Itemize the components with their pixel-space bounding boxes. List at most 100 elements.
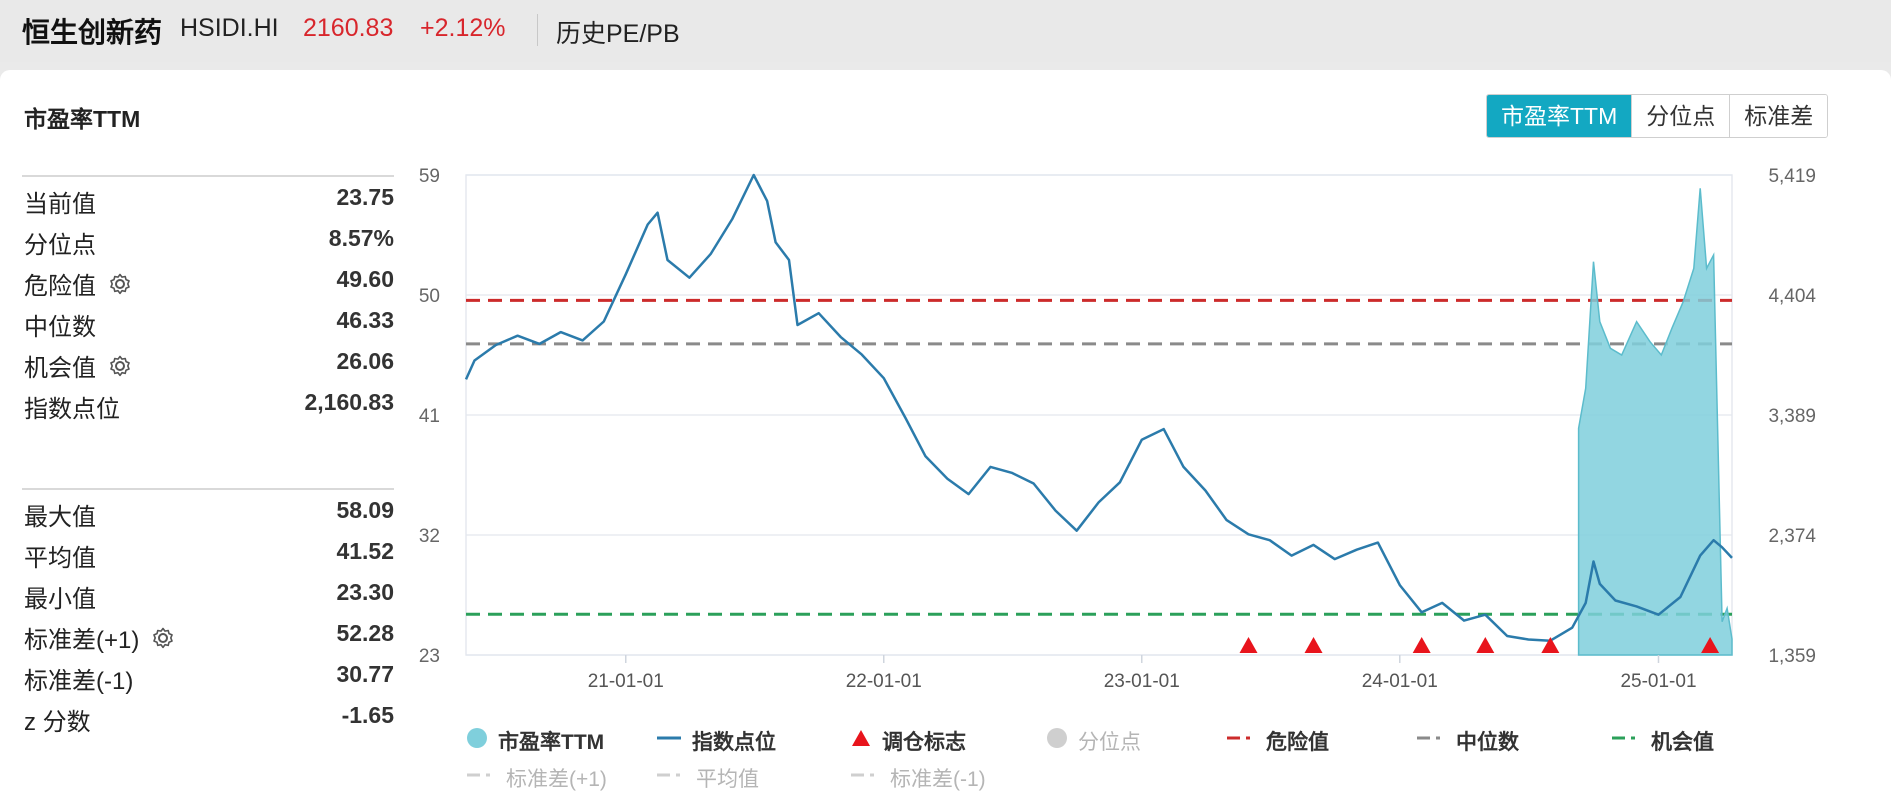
legend-label: 标准差(+1) [506,768,607,791]
stat-label-text: 当前值 [24,191,96,218]
stat-label: 危险值 [24,266,132,303]
stat-label: 中位数 [24,307,96,342]
gear-icon[interactable] [108,354,132,385]
index-change: +2.12% [420,14,506,42]
stat-label: 最大值 [24,497,96,532]
y-right-tick-label: 2,374 [1768,526,1816,547]
legend-item[interactable]: 机会值 [1611,726,1714,756]
stat-row: 最小值 23.30 [22,572,394,613]
x-tick-label: 21-01-01 [588,671,664,692]
stat-label: 机会值 [24,348,132,385]
index-level-line [464,173,1733,642]
y-right-tick-label: 3,389 [1768,406,1816,427]
legend-item[interactable]: 标准差(+1) [466,763,607,793]
stat-label: 标准差(-1) [24,661,133,696]
header-divider [537,14,538,46]
stat-value: 26.06 [336,348,394,374]
stat-label-text: 平均值 [24,545,96,572]
y-left-tick-label: 59 [419,166,440,187]
legend-label: 指数点位 [692,731,776,754]
legend-marker [850,764,880,792]
stat-row: 机会值 26.06 [22,341,394,382]
legend-label: 危险值 [1266,731,1329,754]
legend-label: 标准差(-1) [890,768,986,791]
rebalance-marker [1304,637,1323,653]
stat-label: 平均值 [24,538,96,573]
stat-row: 最大值 58.09 [22,490,394,531]
x-tick-label: 23-01-01 [1104,671,1180,692]
legend-marker [850,727,872,755]
header-bar: 恒生创新药 HSIDI.HI 2160.83 +2.12% 历史PE/PB [0,0,1891,62]
stat-label-text: 最大值 [24,504,96,531]
stat-value: -1.65 [341,702,394,728]
legend-item[interactable]: 平均值 [656,763,759,793]
stat-row: 标准差(-1) 30.77 [22,654,394,695]
y-left-tick-label: 32 [419,526,440,547]
stat-value: 41.52 [336,538,394,564]
stat-row: z 分数 -1.65 [22,695,394,736]
tab-std-dev[interactable]: 标准差 [1729,95,1828,137]
stat-row: 分位点 8.57% [22,218,394,259]
x-tick-label: 25-01-01 [1620,671,1696,692]
stat-value: 52.28 [336,620,394,646]
legend-label: 中位数 [1456,731,1519,754]
y-right-tick-label: 5,419 [1768,166,1816,187]
stat-value: 2,160.83 [304,389,394,415]
y-left-tick-label: 41 [419,406,440,427]
valuation-panel: 市盈率TTM 市盈率TTM 分位点 标准差 当前值 23.75 分位点 8.57% 危险… [0,70,1891,798]
y-right-tick-label: 4,404 [1768,286,1816,307]
legend-marker [466,764,496,792]
stat-row: 平均值 41.52 [22,531,394,572]
rebalance-marker [1239,637,1258,653]
stats-history-group: 最大值 58.09 平均值 41.52 最小值 23.30 标准差(+1) 52.28 标准差(… [22,488,394,736]
stat-row: 当前值 23.75 [22,177,394,218]
legend-item[interactable]: 标准差(-1) [850,763,986,793]
stat-label: 指数点位 [24,389,120,424]
legend-label: 市盈率TTM [498,731,605,754]
tab-pe-ttm[interactable]: 市盈率TTM [1487,95,1632,137]
stat-value: 8.57% [328,225,394,251]
stat-value: 30.77 [336,661,394,687]
index-name: 恒生创新药 [22,17,163,48]
x-tick-label: 22-01-01 [846,671,922,692]
stat-label: 分位点 [24,225,96,260]
stat-value: 58.09 [336,497,394,523]
gear-icon[interactable] [151,626,175,657]
stat-label: z 分数 [24,702,91,737]
index-price: 2160.83 [303,14,394,42]
stat-label: 当前值 [24,184,96,219]
legend-marker [1226,727,1256,755]
y-left-tick-label: 23 [419,646,440,667]
stat-row: 中位数 46.33 [22,300,394,341]
legend-label: 平均值 [696,768,759,791]
legend-item[interactable]: 调仓标志 [850,726,966,756]
stat-value: 49.60 [336,266,394,292]
stat-label-text: 机会值 [24,355,96,382]
legend-marker [466,727,488,755]
stat-value: 46.33 [336,307,394,333]
legend-label: 调仓标志 [882,731,966,754]
legend-item[interactable]: 市盈率TTM [466,726,604,756]
gear-icon[interactable] [108,272,132,303]
divider [22,175,394,177]
panel-title: 市盈率TTM [24,106,141,132]
legend-item[interactable]: 分位点 [1046,726,1141,756]
stat-row: 指数点位 2,160.83 [22,382,394,423]
tab-percentile[interactable]: 分位点 [1631,95,1730,137]
y-left-tick-label: 50 [419,286,440,307]
metric-tab-group: 市盈率TTM 分位点 标准差 [1486,94,1829,138]
legend-item[interactable]: 指数点位 [656,726,776,756]
legend-label: 分位点 [1078,731,1141,754]
rebalance-marker [1476,637,1495,653]
legend-item[interactable]: 危险值 [1226,726,1329,756]
history-pe-pb-link[interactable]: 历史PE/PB [556,20,680,48]
stat-label: 最小值 [24,579,96,614]
stat-row: 危险值 49.60 [22,259,394,300]
y-right-tick-label: 1,359 [1768,646,1816,667]
legend-item[interactable]: 中位数 [1416,726,1519,756]
stat-value: 23.30 [336,579,394,605]
pe-ttm-area [1577,188,1733,656]
index-code: HSIDI.HI [180,14,279,42]
legend-label: 机会值 [1651,731,1714,754]
